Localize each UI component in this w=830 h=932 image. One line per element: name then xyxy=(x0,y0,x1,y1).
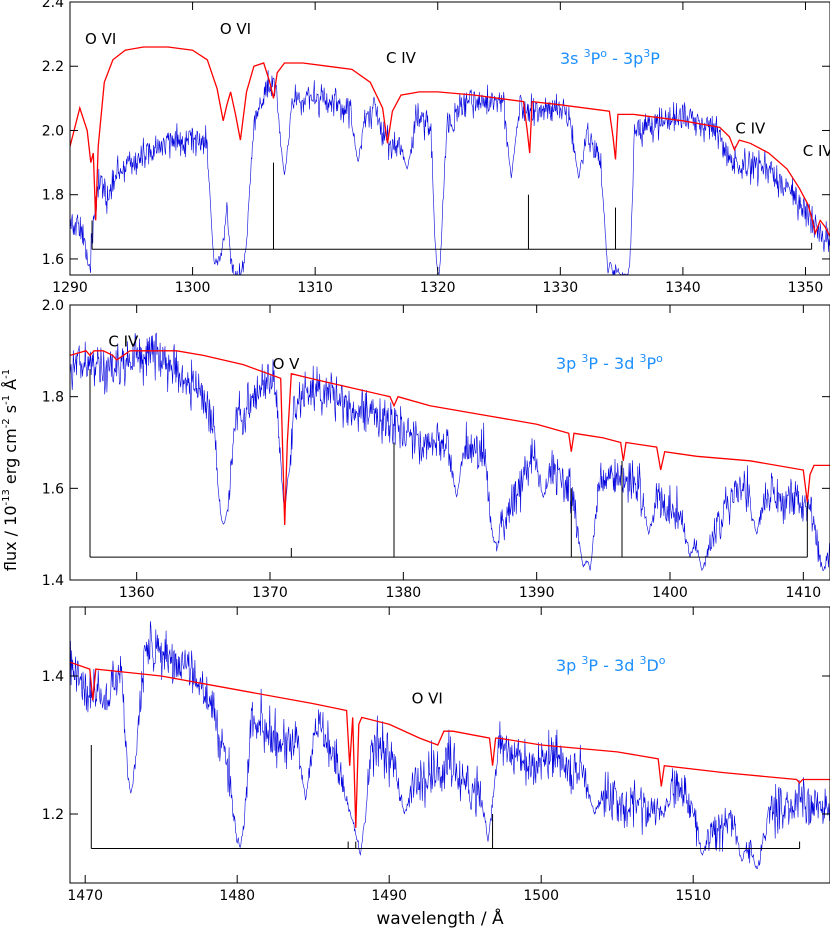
x-tick-label-1-2: 1310 xyxy=(297,280,333,296)
panel-2: 1360 1370 1380 1390 1400 1410 1.4 1.6 1.8 2.0 C IV… xyxy=(42,298,830,601)
x-tick-label-2-2: 1380 xyxy=(386,585,422,601)
x-tick-label-1-5: 1340 xyxy=(665,280,701,296)
axes-frame-1 xyxy=(69,1,830,276)
plot-area-1 xyxy=(70,46,830,275)
x-tick-label-1-1: 1300 xyxy=(175,280,211,296)
x-tick-label-3-2: 1490 xyxy=(371,888,407,904)
ion-label-2-1: O V xyxy=(273,355,301,373)
model-spectrum-3 xyxy=(70,661,830,828)
y-tick-label-1-0: 1.6 xyxy=(42,252,64,268)
x-tick-label-1-6: 1350 xyxy=(788,280,824,296)
panel-3: 1470 1480 1490 1500 1510 1.2 1.4 O VI 3p 3P - 3d… xyxy=(42,606,830,904)
y-axis-label: flux / 10-13 erg cm-2 s-1 Å-1 xyxy=(1,369,20,571)
ion-label-3-0: O VI xyxy=(412,690,443,708)
multiplet-label-3: 3p 3P - 3d 3Do xyxy=(556,654,666,675)
panels: 1290 1300 1310 1320 1330 1340 1350 1.6 1.8 2.0 2.2… xyxy=(42,0,830,904)
observed-spectrum-2 xyxy=(70,332,830,572)
panel-1: 1290 1300 1310 1320 1330 1340 1350 1.6 1.8 2.0 2.2… xyxy=(42,0,830,296)
multiplet-label-1: 3s 3Po - 3p3P xyxy=(560,47,660,68)
x-tick-label-2-5: 1410 xyxy=(786,585,822,601)
y-tick-label-1-2: 2.0 xyxy=(42,123,64,139)
ion-label-1-0: O VI xyxy=(85,30,116,48)
y-tick-label-2-1: 1.6 xyxy=(42,481,64,497)
x-tick-label-2-0: 1360 xyxy=(119,585,155,601)
ion-label-1-3: C IV xyxy=(735,120,766,138)
axes-frame-3 xyxy=(69,606,830,884)
y-tick-label-2-3: 2.0 xyxy=(42,298,64,314)
model-spectrum-2 xyxy=(70,350,830,526)
x-axis-label: wavelength / Å xyxy=(376,907,504,929)
observed-spectrum-1 xyxy=(70,70,830,275)
ion-label-1-4: C IV xyxy=(803,142,830,160)
x-tick-label-1-3: 1320 xyxy=(420,280,456,296)
model-spectrum-1 xyxy=(70,46,830,237)
y-tick-label-1-3: 2.2 xyxy=(42,59,64,75)
x-tick-label-1-0: 1290 xyxy=(52,280,88,296)
y-tick-label-2-2: 1.8 xyxy=(42,390,64,406)
ion-label-1-2: C IV xyxy=(386,49,417,67)
x-tick-label-2-3: 1390 xyxy=(519,585,555,601)
multiplet-label-2: 3p 3P - 3d 3Po xyxy=(556,352,663,373)
x-tick-label-3-0: 1470 xyxy=(67,888,103,904)
axes-frame-2 xyxy=(69,304,830,581)
x-tick-label-3-1: 1480 xyxy=(219,888,255,904)
plot-area-3 xyxy=(70,621,830,870)
ion-label-2-0: C IV xyxy=(108,332,139,350)
ion-label-1-1: O VI xyxy=(220,20,251,38)
plot-area-2 xyxy=(70,332,830,572)
y-tick-label-3-1: 1.4 xyxy=(42,669,64,685)
y-tick-label-3-0: 1.2 xyxy=(42,807,64,823)
x-tick-label-1-4: 1330 xyxy=(543,280,579,296)
x-tick-label-2-4: 1400 xyxy=(652,585,688,601)
y-tick-label-2-0: 1.4 xyxy=(42,573,64,589)
x-tick-label-3-4: 1510 xyxy=(675,888,711,904)
x-tick-label-3-3: 1500 xyxy=(523,888,559,904)
observed-spectrum-3 xyxy=(70,621,830,870)
y-tick-label-1-1: 1.8 xyxy=(42,188,64,204)
x-tick-label-2-1: 1370 xyxy=(252,585,288,601)
y-tick-label-1-4: 2.4 xyxy=(42,0,64,11)
